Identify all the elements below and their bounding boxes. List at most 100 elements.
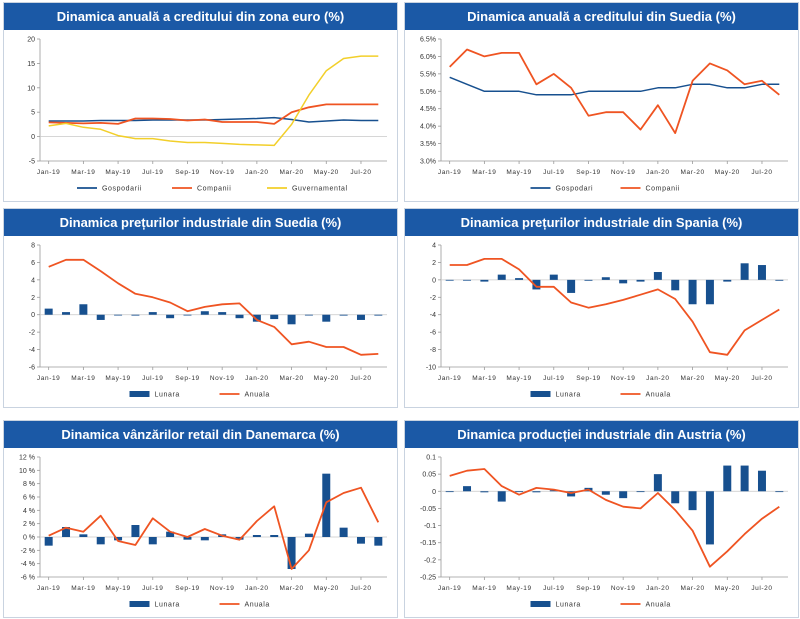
x-tick-label: May-19	[506, 169, 531, 176]
bar-lunara	[515, 278, 524, 280]
x-tick-label: May-20	[715, 169, 740, 176]
legend-label-guvernamental: Guvernamental	[292, 186, 348, 193]
y-tick-label: -4	[430, 312, 436, 319]
y-tick-label: 5.5%	[420, 71, 436, 78]
legend-label-lunara: Lunara	[556, 602, 581, 609]
x-tick-label: May-19	[105, 375, 130, 382]
bar-lunara	[671, 279, 680, 291]
y-tick-label: -4	[29, 347, 35, 354]
x-tick-label: Jul-20	[751, 169, 772, 176]
chart-euro-credit: -5 0 5 10 15 20 Jan-19 Mar-19 May-19 Jul-19 Sep-19…	[27, 37, 387, 193]
bar-lunara	[757, 470, 766, 492]
x-tick-label: Jan-20	[646, 169, 669, 176]
series-line-guvernamental	[48, 55, 379, 147]
bar-lunara	[252, 314, 261, 322]
x-tick-label: Jan-20	[245, 375, 268, 382]
bar-lunara	[270, 535, 279, 537]
bar-lunara	[757, 265, 766, 280]
x-tick-label: Sep-19	[175, 169, 200, 176]
bar-lunara	[775, 491, 784, 493]
series-line-gospodari	[449, 76, 780, 96]
series-line-gospodarii	[48, 116, 379, 123]
chart-title: Dinamica prețurilor industriale din Sued…	[4, 209, 397, 236]
x-tick-label: Jul-20	[751, 375, 772, 382]
bar-lunara	[740, 465, 749, 492]
series-line-anuala	[449, 258, 780, 356]
y-tick-label: -5	[29, 159, 35, 166]
x-tick-label: May-20	[314, 585, 339, 592]
x-tick-label: Mar-20	[680, 585, 704, 592]
y-tick-label: 6.0%	[420, 54, 436, 61]
chart-panel-denmark-retail: Dinamica vânzărilor retail din Danemarca…	[3, 420, 398, 618]
y-tick-label: 4.5%	[420, 106, 436, 113]
x-tick-label: Jul-20	[751, 585, 772, 592]
bar-lunara	[497, 274, 506, 280]
bar-lunara	[463, 279, 472, 281]
y-tick-label: -2 %	[21, 548, 35, 555]
legend-label-anuala: Anuala	[646, 602, 671, 609]
bar-lunara	[304, 314, 313, 316]
y-tick-label: 4	[432, 243, 436, 250]
x-tick-label: Jan-19	[438, 585, 461, 592]
y-tick-label: -0.1	[424, 523, 436, 530]
series-line-anuala	[48, 486, 380, 570]
y-tick-label: -0.2	[424, 557, 436, 564]
y-tick-label: 0	[432, 277, 436, 284]
y-tick-label: 15	[27, 61, 35, 68]
legend-label-anuala: Anuala	[646, 392, 671, 399]
x-tick-label: Sep-19	[175, 375, 200, 382]
bar-lunara	[114, 537, 123, 541]
chart-panel-sweden-industrial-prices: Dinamica prețurilor industriale din Sued…	[3, 208, 398, 408]
chart-title: Dinamica anuală a creditului din zona eu…	[4, 3, 397, 30]
chart-panel-euro-credit: Dinamica anuală a creditului din zona eu…	[3, 2, 398, 202]
y-tick-label: 2	[432, 260, 436, 267]
x-tick-label: May-20	[715, 585, 740, 592]
x-tick-label: Jan-19	[37, 585, 60, 592]
x-tick-label: Sep-19	[576, 375, 601, 382]
bar-lunara	[619, 491, 628, 499]
x-tick-label: Mar-19	[71, 585, 95, 592]
y-tick-label: 0.05	[422, 472, 436, 479]
x-tick-label: Mar-20	[279, 169, 303, 176]
legend-label-anuala: Anuala	[245, 392, 270, 399]
x-tick-label: Jul-20	[350, 169, 371, 176]
bar-lunara	[356, 314, 365, 320]
x-tick-label: Jul-20	[350, 375, 371, 382]
x-tick-label: Jan-19	[438, 375, 461, 382]
bar-lunara	[497, 491, 506, 502]
y-tick-label: 4	[31, 277, 35, 284]
legend-swatch-lunara	[129, 601, 150, 607]
bar-lunara	[480, 279, 489, 282]
x-tick-label: Mar-20	[680, 375, 704, 382]
y-tick-label: 8	[31, 243, 35, 250]
bar-lunara	[532, 491, 541, 493]
x-tick-label: Nov-19	[210, 169, 235, 176]
x-tick-label: Jan-19	[438, 169, 461, 176]
bar-lunara	[636, 279, 645, 282]
series-line-companii	[48, 103, 379, 125]
x-tick-label: Jan-20	[646, 585, 669, 592]
bar-lunara	[601, 491, 610, 495]
chart-panel-austria-industrial-production: Dinamica producției industriale din Aust…	[404, 420, 799, 618]
y-tick-label: 5.0%	[420, 89, 436, 96]
x-tick-label: Jul-19	[142, 375, 163, 382]
bar-lunara	[200, 537, 209, 541]
bar-lunara	[339, 314, 348, 316]
y-tick-label: -8	[430, 347, 436, 354]
bar-lunara	[723, 279, 732, 282]
x-tick-label: Sep-19	[175, 585, 200, 592]
bar-lunara	[601, 277, 610, 280]
bar-lunara	[688, 491, 697, 511]
x-tick-label: Jan-20	[245, 585, 268, 592]
y-tick-label: -0.25	[420, 575, 436, 582]
bar-lunara	[740, 263, 749, 280]
bar-lunara	[183, 314, 192, 316]
x-tick-label: Jul-19	[543, 169, 564, 176]
x-tick-label: Mar-19	[71, 169, 95, 176]
x-tick-label: May-20	[715, 375, 740, 382]
x-tick-label: Jul-19	[543, 375, 564, 382]
y-tick-label: -6	[430, 330, 436, 337]
y-tick-label: -2	[29, 330, 35, 337]
bar-lunara	[339, 527, 348, 537]
x-tick-label: Jul-19	[142, 585, 163, 592]
